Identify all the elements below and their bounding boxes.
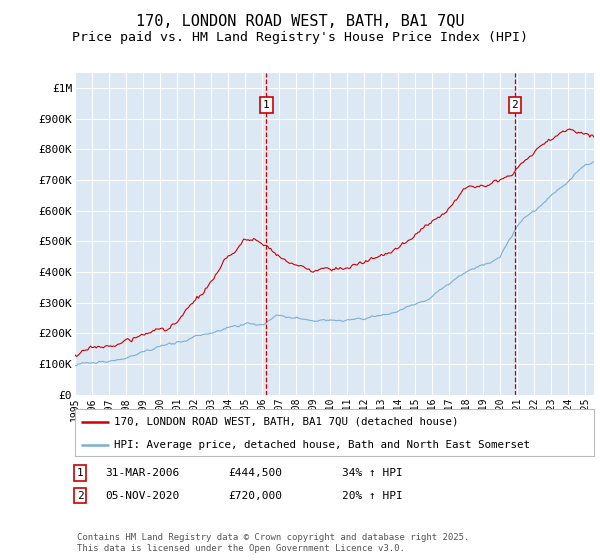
Text: 34% ↑ HPI: 34% ↑ HPI bbox=[342, 468, 403, 478]
Text: 2: 2 bbox=[511, 100, 518, 110]
Text: HPI: Average price, detached house, Bath and North East Somerset: HPI: Average price, detached house, Bath… bbox=[114, 440, 530, 450]
Text: £720,000: £720,000 bbox=[228, 491, 282, 501]
Text: Contains HM Land Registry data © Crown copyright and database right 2025.
This d: Contains HM Land Registry data © Crown c… bbox=[77, 533, 469, 553]
Text: 20% ↑ HPI: 20% ↑ HPI bbox=[342, 491, 403, 501]
Text: 170, LONDON ROAD WEST, BATH, BA1 7QU (detached house): 170, LONDON ROAD WEST, BATH, BA1 7QU (de… bbox=[114, 417, 458, 427]
Text: Price paid vs. HM Land Registry's House Price Index (HPI): Price paid vs. HM Land Registry's House … bbox=[72, 31, 528, 44]
Text: 31-MAR-2006: 31-MAR-2006 bbox=[105, 468, 179, 478]
Text: 1: 1 bbox=[77, 468, 83, 478]
Text: 170, LONDON ROAD WEST, BATH, BA1 7QU: 170, LONDON ROAD WEST, BATH, BA1 7QU bbox=[136, 14, 464, 29]
Text: 1: 1 bbox=[263, 100, 270, 110]
Text: £444,500: £444,500 bbox=[228, 468, 282, 478]
Text: 2: 2 bbox=[77, 491, 83, 501]
Text: 05-NOV-2020: 05-NOV-2020 bbox=[105, 491, 179, 501]
